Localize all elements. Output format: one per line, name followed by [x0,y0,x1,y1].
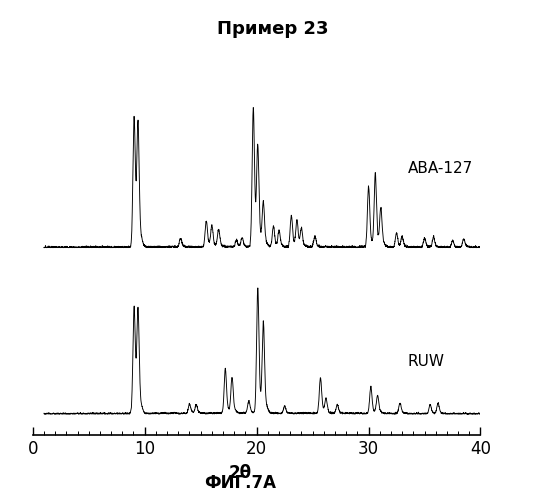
Text: Пример 23: Пример 23 [217,20,329,38]
Text: 2θ: 2θ [229,464,252,481]
Text: RUW: RUW [408,354,445,369]
Text: ABA-127: ABA-127 [408,162,473,176]
Text: ФИГ.7A: ФИГ.7A [204,474,276,492]
